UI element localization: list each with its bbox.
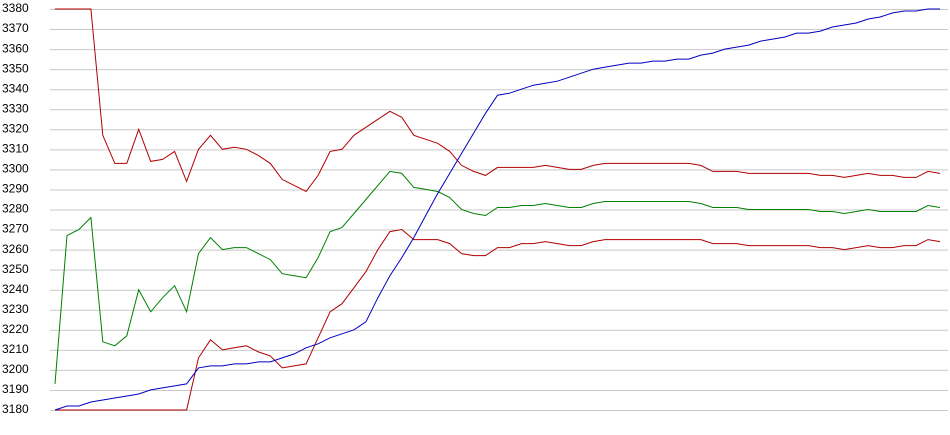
y-tick-label: 3290 [2, 182, 29, 196]
series-line [55, 8, 941, 193]
y-tick-label: 3330 [2, 101, 29, 115]
y-tick-label: 3180 [2, 402, 29, 416]
y-tick-label: 3350 [2, 61, 29, 75]
y-tick-label: 3230 [2, 302, 29, 316]
y-tick-label: 3220 [2, 322, 29, 336]
y-tick-label: 3340 [2, 81, 29, 95]
y-tick-label: 3200 [2, 362, 29, 376]
y-tick-label: 3320 [2, 121, 29, 135]
y-tick-label: 3360 [2, 41, 29, 55]
y-tick-label: 3370 [2, 21, 29, 35]
series-line [54, 8, 940, 411]
y-tick-label: 3310 [2, 142, 29, 156]
y-tick-label: 3280 [2, 202, 29, 216]
series-line [54, 170, 941, 384]
y-tick-label: 3380 [2, 1, 29, 15]
y-tick-label: 3250 [2, 262, 29, 276]
y-tick-label: 3270 [2, 222, 29, 236]
y-tick-label: 3260 [2, 242, 29, 256]
y-tick-label: 3210 [2, 342, 29, 356]
series-line [55, 228, 941, 411]
y-tick-label: 3240 [2, 282, 29, 296]
y-tick-label: 3300 [2, 162, 29, 176]
y-tick-label: 3190 [2, 382, 29, 396]
